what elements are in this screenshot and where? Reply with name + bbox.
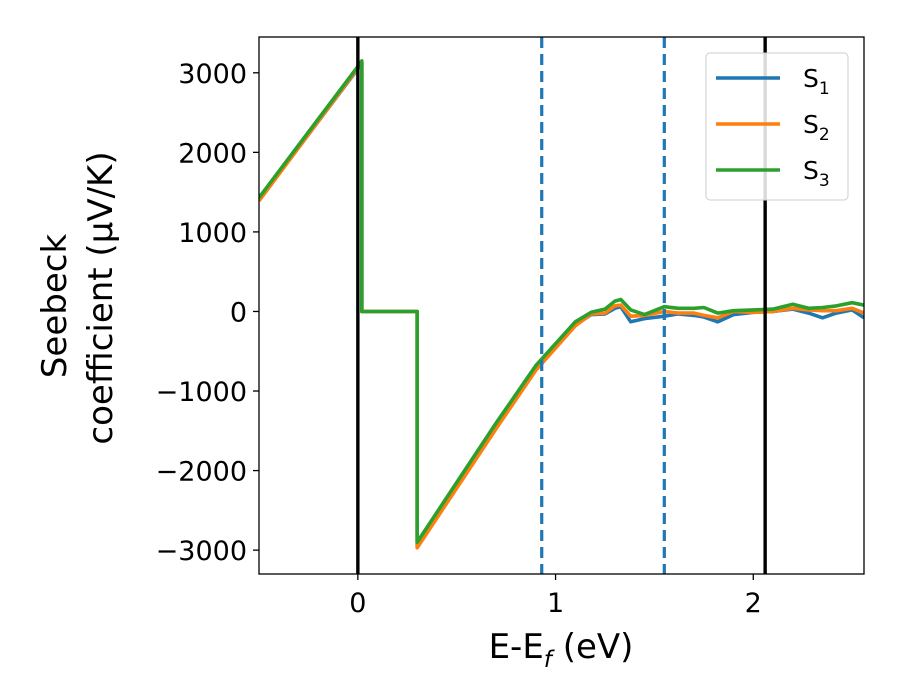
legend-label-3: S3 (803, 156, 830, 191)
x-tick-label-2: 2 (745, 588, 762, 619)
y-tick-label-2: 1000 (178, 218, 247, 249)
x-tick-label-1: 1 (547, 588, 564, 619)
plot-frame (258, 36, 865, 575)
legend: S1 S2 S3 (705, 52, 849, 201)
y-tick-label-4: −1000 (156, 377, 247, 408)
legend-label-1: S1 (803, 64, 830, 99)
tick-layer: 0 1 2 3000 2000 1000 0 −1000 −2000 −3000 (156, 59, 762, 619)
series-layer (259, 59, 864, 550)
y-axis-title: Seebeck (35, 234, 75, 379)
x-tick-label-0: 0 (349, 588, 366, 619)
x-axis-title-subscript: f (544, 647, 555, 673)
legend-frame (705, 52, 849, 201)
x-axis-title: E-Ef (eV) (489, 627, 634, 673)
y-axis-title-line2: coefficient (μV/K) (81, 151, 121, 444)
y-tick-label-5: −2000 (156, 457, 247, 488)
legend-label-2: S2 (803, 110, 830, 145)
y-tick-label-1: 2000 (178, 138, 247, 169)
y-tick-label-0: 3000 (178, 59, 247, 90)
series-line-3 (259, 59, 864, 544)
y-tick-label-6: −3000 (156, 536, 247, 567)
y-tick-label-3: 0 (230, 297, 247, 328)
